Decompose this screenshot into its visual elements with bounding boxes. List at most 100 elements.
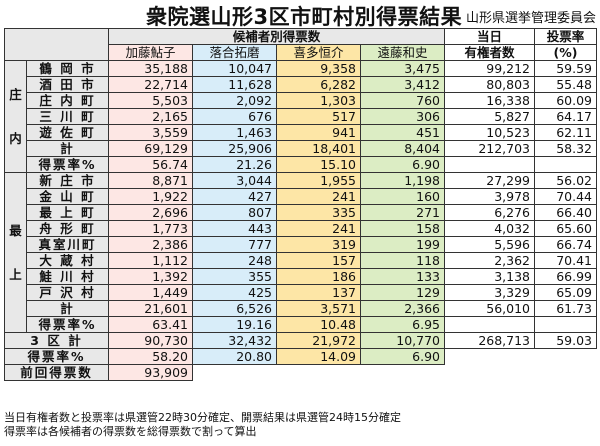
row-label: 舟 形 町 <box>26 220 109 237</box>
municipality-row: 庄内鶴 岡 市 35,188 10,047 9,358 3,475 99,212 59.59 <box>4 60 598 173</box>
voters-cell: 27,299 <box>444 172 536 189</box>
vote-cell: 425 <box>192 284 277 301</box>
voters-cell: 5,596 <box>444 236 536 253</box>
turnout-cell: 56.02 <box>534 172 598 189</box>
vote-cell: 199 <box>359 236 446 253</box>
row-label: 金 山 町 <box>26 188 109 205</box>
footnote-2: 得票率は各候補者の得票数を総得票数で割って算出 <box>4 425 257 438</box>
turnout-cell: 64.17 <box>534 108 598 125</box>
row-label: 鶴 岡 市 <box>26 60 109 77</box>
row-label: 庄 内 町 <box>26 92 109 109</box>
vote-cell: 2,092 <box>192 92 277 109</box>
municipality-row: 三 川 町 2,165 676 517 306 5,827 64.17 <box>5 108 598 125</box>
voters-header-bottom: 有権者数 <box>444 44 536 61</box>
district-voters-cell: 268,713 <box>444 332 536 349</box>
turnout-cell: 66.40 <box>534 204 598 221</box>
region-total-row: 計 69,129 25,906 18,401 8,404 212,703 58.32 <box>5 140 598 157</box>
candidate-header: 加藤鮎子 <box>108 44 193 61</box>
vote-cell: 186 <box>276 268 361 285</box>
municipality-row: 鮭 川 村 1,392 355 186 133 3,138 66.99 <box>5 268 598 285</box>
share-cell: 6.95 <box>359 316 446 333</box>
share-cell: 63.41 <box>108 316 193 333</box>
empty-cell <box>534 156 598 173</box>
vote-cell: 241 <box>276 188 361 205</box>
vote-cell: 25,906 <box>192 140 277 157</box>
candidate-header: 喜多恒介 <box>276 44 361 61</box>
turnout-cell: 65.60 <box>534 220 598 237</box>
vote-cell: 129 <box>359 284 446 301</box>
vote-cell: 133 <box>359 268 446 285</box>
row-label: 鮭 川 村 <box>26 268 109 285</box>
turnout-cell: 66.74 <box>534 236 598 253</box>
vote-cell: 319 <box>276 236 361 253</box>
share-row: 得票率% 56.74 21.26 15.10 6.90 <box>5 156 598 173</box>
vote-cell: 1,112 <box>108 252 193 269</box>
turnout-cell: 60.09 <box>534 92 598 109</box>
vote-cell: 158 <box>359 220 446 237</box>
turnout-cell: 58.32 <box>534 140 598 157</box>
share-cell: 6.90 <box>359 156 446 173</box>
header-row-2: 加藤鮎子 落合拓磨 喜多恒介 遠藤和史 有権者数 (%) <box>5 44 598 61</box>
municipality-row: 舟 形 町 1,773 443 241 158 4,032 65.60 <box>5 220 598 237</box>
vote-cell: 443 <box>192 220 277 237</box>
turnout-cell: 55.48 <box>534 76 598 93</box>
vote-cell: 306 <box>359 108 446 125</box>
vote-cell: 9,358 <box>276 60 361 77</box>
district-vote-cell: 10,770 <box>359 332 446 349</box>
municipality-row: 最 上 町 2,696 807 335 271 6,276 66.40 <box>5 204 598 221</box>
vote-cell: 807 <box>192 204 277 221</box>
vote-cell: 10,047 <box>192 60 277 77</box>
vote-cell: 427 <box>192 188 277 205</box>
vote-cell: 355 <box>192 268 277 285</box>
voters-cell: 4,032 <box>444 220 536 237</box>
voters-cell: 3,978 <box>444 188 536 205</box>
vote-cell: 941 <box>276 124 361 141</box>
municipality-row: 真室川町 2,386 777 319 199 5,596 66.74 <box>5 236 598 253</box>
turnout-header-top: 投票率 <box>534 28 598 45</box>
vote-cell: 160 <box>359 188 446 205</box>
vote-cell: 1,392 <box>108 268 193 285</box>
vote-cell: 6,526 <box>192 300 277 317</box>
vote-cell: 1,463 <box>192 124 277 141</box>
vote-cell: 22,714 <box>108 76 193 93</box>
district-share-cell: 20.80 <box>192 348 277 365</box>
vote-cell: 1,773 <box>108 220 193 237</box>
municipality-row: 戸 沢 村 1,449 425 137 129 3,329 65.09 <box>5 284 598 301</box>
vote-cell: 676 <box>192 108 277 125</box>
turnout-header-bottom: (%) <box>534 44 598 61</box>
row-label: 新 庄 市 <box>26 172 109 189</box>
vote-cell: 3,412 <box>359 76 446 93</box>
share-cell: 21.26 <box>192 156 277 173</box>
region-char: 最 <box>9 222 22 238</box>
vote-cell: 1,198 <box>359 172 446 189</box>
vote-cell: 3,559 <box>108 124 193 141</box>
district-total-row: 3 区 計 90,730 32,432 21,972 10,770 268,713 59.0… <box>4 332 598 349</box>
turnout-cell: 70.41 <box>534 252 598 269</box>
turnout-cell: 66.99 <box>534 268 598 285</box>
municipality-row: 遊 佐 町 3,559 1,463 941 451 10,523 62.11 <box>5 124 598 141</box>
voters-cell: 212,703 <box>444 140 536 157</box>
header-row-1: 候補者別得票数 当日 投票率 <box>4 28 598 61</box>
row-label: 真室川町 <box>26 236 109 253</box>
district-share-cell: 58.20 <box>108 348 193 365</box>
vote-cell: 69,129 <box>108 140 193 157</box>
district-share-row: 得票率% 58.20 20.80 14.09 6.90 <box>4 348 597 365</box>
turnout-cell: 62.11 <box>534 124 598 141</box>
turnout-cell: 70.44 <box>534 188 598 205</box>
vote-cell: 517 <box>276 108 361 125</box>
region-total-row: 計 21,601 6,526 3,571 2,366 56,010 61.73 <box>5 300 598 317</box>
voters-cell: 3,138 <box>444 268 536 285</box>
footnote-1: 当日有権者数と投票率は県選管22時30分確定、開票結果は県選管24時15分確定 <box>4 411 401 424</box>
vote-cell: 451 <box>359 124 446 141</box>
district-share-cell: 6.90 <box>359 348 446 365</box>
row-label: 最 上 町 <box>26 204 109 221</box>
row-label: 計 <box>26 140 109 157</box>
region-char: 内 <box>9 130 22 146</box>
vote-cell: 2,386 <box>108 236 193 253</box>
vote-cell: 1,955 <box>276 172 361 189</box>
region-label: 最上 <box>4 172 27 333</box>
footnotes: 当日有権者数と投票率は県選管22時30分確定、開票結果は県選管24時15分確定 … <box>4 411 596 439</box>
vote-cell: 18,401 <box>276 140 361 157</box>
share-label: 得票率% <box>26 156 109 173</box>
vote-cell: 5,503 <box>108 92 193 109</box>
